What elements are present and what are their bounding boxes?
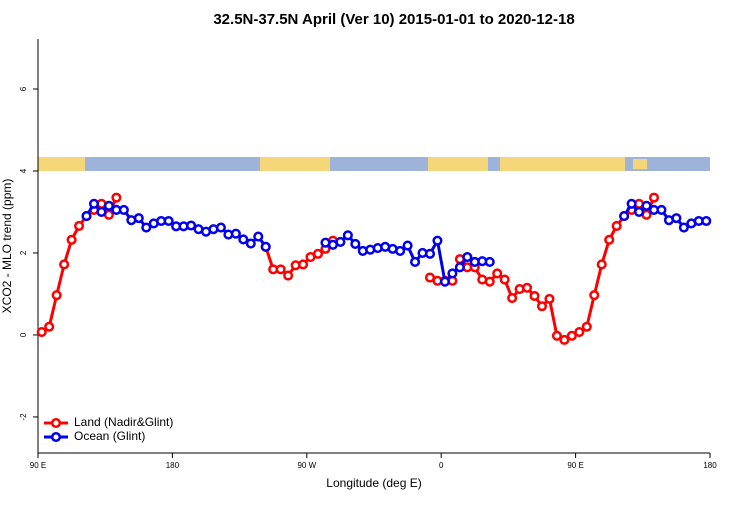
data-point	[589, 290, 600, 301]
data-point	[671, 213, 682, 224]
data-point	[111, 192, 122, 203]
data-point	[186, 220, 197, 231]
data-point	[59, 259, 70, 270]
data-point	[51, 290, 62, 301]
data-point	[230, 228, 241, 239]
data-point	[275, 264, 286, 275]
legend-label: Land (Nadir&Glint)	[74, 415, 173, 429]
data-point	[574, 327, 585, 338]
x-axis-label: Longitude (deg E)	[326, 476, 421, 490]
data-point	[492, 268, 503, 279]
data-point	[559, 334, 570, 345]
data-point	[260, 241, 271, 252]
data-point	[36, 327, 47, 338]
data-point	[529, 290, 540, 302]
x-tick-label: 90 E	[30, 461, 46, 470]
data-point	[335, 236, 346, 247]
data-point	[342, 230, 353, 241]
land-strip	[500, 157, 625, 171]
data-point	[253, 231, 264, 242]
data-point	[701, 215, 712, 227]
data-point	[648, 192, 660, 203]
data-point	[634, 206, 645, 218]
legend-label: Ocean (Glint)	[74, 429, 145, 443]
data-point	[238, 234, 249, 245]
data-point	[499, 274, 510, 285]
data-point	[484, 256, 495, 268]
data-point	[536, 301, 548, 312]
data-point	[410, 256, 421, 268]
land-strip	[260, 157, 330, 171]
data-point	[454, 262, 465, 273]
x-tick-label: 90 E	[567, 461, 583, 470]
data-point	[402, 240, 413, 251]
data-point	[283, 270, 294, 281]
y-tick-label: 0	[19, 332, 28, 337]
data-point	[462, 252, 473, 263]
data-point	[447, 268, 458, 279]
data-point	[611, 220, 622, 231]
data-point	[74, 220, 85, 231]
data-point	[141, 222, 152, 233]
data-point	[298, 259, 309, 270]
data-point	[566, 330, 577, 341]
data-point	[81, 211, 92, 222]
x-tick-label: 90 W	[297, 461, 316, 470]
data-point	[551, 330, 562, 341]
data-point	[484, 276, 495, 287]
land-strip	[633, 159, 647, 169]
y-axis-label: XCO2 - MLO trend (ppm)	[0, 179, 14, 314]
data-point	[245, 238, 256, 249]
y-tick-label: 2	[19, 250, 28, 255]
data-point	[395, 245, 406, 256]
map-strip	[38, 157, 710, 171]
x-tick-label: 180	[166, 461, 180, 470]
y-tick-label: 6	[19, 86, 28, 91]
legend-marker	[50, 417, 62, 429]
data-point	[522, 282, 533, 293]
data-point	[641, 200, 652, 211]
data-point	[544, 293, 555, 304]
land-strip	[38, 157, 85, 171]
land-strip	[428, 157, 488, 171]
data-point	[626, 198, 637, 209]
data-point	[118, 204, 129, 215]
data-point	[439, 276, 450, 287]
y-tick-label: 4	[19, 168, 28, 173]
data-point	[103, 200, 114, 211]
y-tick-label: -2	[19, 413, 28, 421]
data-point	[656, 204, 667, 215]
data-point	[312, 248, 324, 259]
data-point	[88, 198, 100, 209]
data-point	[604, 234, 615, 245]
data-point	[215, 222, 226, 233]
legend-marker	[50, 431, 62, 443]
data-point	[596, 259, 607, 270]
data-point	[350, 238, 361, 250]
data-point	[619, 211, 630, 222]
data-point	[66, 234, 77, 245]
data-point	[96, 206, 107, 218]
chart-title: 32.5N-37.5N April (Ver 10) 2015-01-01 to…	[213, 11, 574, 28]
data-point	[133, 213, 144, 224]
data-point	[44, 321, 55, 332]
x-tick-label: 0	[439, 461, 444, 470]
data-point	[678, 222, 689, 233]
x-tick-label: 180	[703, 461, 717, 470]
data-point	[507, 293, 518, 304]
data-point	[424, 248, 436, 259]
data-point	[432, 235, 443, 246]
data-point	[163, 215, 174, 227]
data-point	[581, 321, 592, 332]
